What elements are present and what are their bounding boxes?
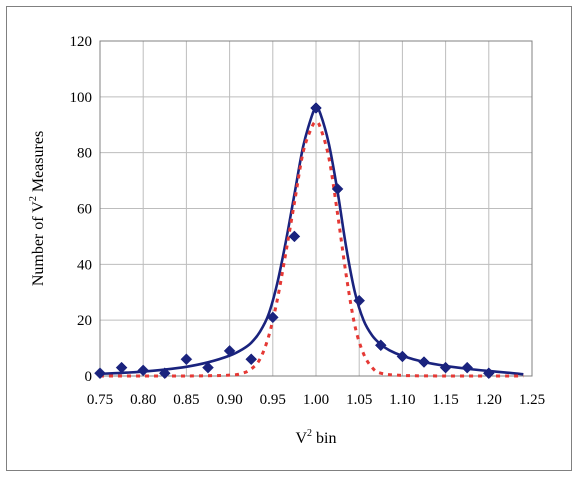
y-tick-label: 80 (77, 146, 92, 162)
data-point-diamond (202, 361, 214, 374)
x-tick-label: 1.15 (432, 392, 458, 408)
y-axis-title: Number of V2 Measures (28, 131, 47, 286)
y-tick-label: 20 (77, 313, 92, 329)
series-group (94, 102, 524, 380)
data-point-diamond (482, 367, 495, 380)
y-tick-label: 120 (70, 34, 93, 50)
data-point-diamond (158, 367, 171, 380)
data-point-diamond (266, 311, 279, 324)
solid-fit-line (99, 106, 524, 376)
data-point-diamond (223, 345, 236, 357)
x-tick-label: 0.75 (87, 392, 113, 408)
data-point-diamond (245, 353, 258, 366)
data-point-diamond (180, 353, 193, 366)
dashed-fit-line (100, 120, 524, 378)
data-point-diamond (310, 102, 322, 114)
y-tick-label: 100 (70, 90, 93, 106)
x-tick-label: 1.05 (346, 392, 372, 408)
x-axis-title: V2 bin (295, 428, 336, 447)
x-tick-label: 0.95 (260, 392, 286, 408)
data-point-diamond (115, 361, 128, 374)
x-tick-label: 1.25 (519, 392, 545, 408)
x-tick-label: 1.00 (303, 392, 329, 408)
data-point-diamond (374, 339, 387, 352)
plot-area (99, 40, 533, 377)
x-tick-label: 1.10 (389, 392, 415, 408)
x-tick-label: 1.20 (476, 392, 502, 408)
y-tick-label: 40 (77, 257, 92, 273)
data-point-diamond (461, 361, 474, 374)
chart-frame: 0.75 0.80 0.85 0.90 0.95 1.00 1.05 1.10 1.15 1.20… (6, 6, 572, 471)
x-tick-label: 0.85 (173, 392, 199, 408)
data-point-diamond (439, 361, 452, 374)
data-point-diamond (94, 367, 106, 380)
data-point-diamond (331, 183, 344, 195)
data-point-diamond (288, 230, 301, 243)
y-tick-label: 0 (85, 369, 93, 385)
data-point-diamond (137, 364, 150, 377)
data-point-diamond (353, 294, 366, 307)
x-tick-label: 0.80 (130, 392, 156, 408)
data-point-diamond (396, 350, 409, 363)
data-point-diamond (418, 356, 430, 368)
chart: 0.75 0.80 0.85 0.90 0.95 1.00 1.05 1.10 1.15 1.20… (28, 34, 546, 447)
tick-labels: 0.75 0.80 0.85 0.90 0.95 1.00 1.05 1.10 1.15 1.20… (70, 34, 546, 408)
y-tick-label: 60 (77, 202, 92, 218)
x-tick-label: 0.90 (216, 392, 242, 408)
grid (99, 40, 533, 377)
